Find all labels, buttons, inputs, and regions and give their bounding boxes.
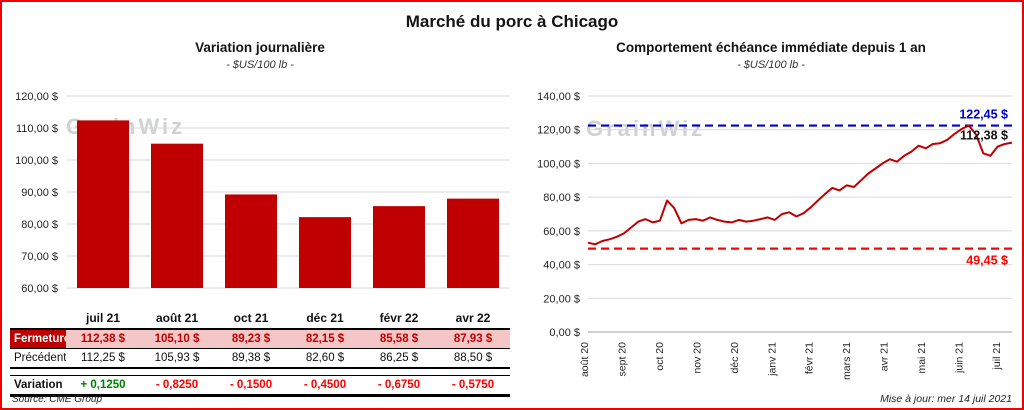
x-axis-tick: sept 20 (616, 342, 628, 377)
value-cell: 112,38 $ (66, 328, 140, 349)
y-axis-tick: 120,00 $ (15, 91, 58, 103)
y-axis-tick: 80,00 $ (21, 219, 58, 231)
bar (151, 143, 203, 288)
y-axis-tick: 80,00 $ (543, 192, 580, 204)
bar (225, 194, 277, 288)
column-header: août 21 (155, 311, 198, 325)
one-year-price-line-chart: 0,00 $ 20,00 $ 40,00 $ 60,00 $ 80,00 $ 100,00… (537, 91, 1013, 380)
value-cell: 112,25 $ (66, 348, 140, 369)
bar (373, 206, 425, 288)
x-axis-tick: juin 21 (954, 342, 966, 374)
price-line (587, 124, 1013, 246)
x-axis-tick: janv 21 (766, 342, 778, 377)
value-cell: - 0,6750 (362, 375, 436, 397)
column-header: déc 21 (306, 311, 344, 325)
y-axis-tick: 90,00 $ (21, 187, 58, 199)
column-header: juil 21 (85, 311, 120, 325)
value-cell: - 0,1500 (214, 375, 288, 397)
x-axis-tick: avr 21 (879, 342, 891, 371)
row-label: Variation (10, 375, 66, 397)
y-axis-tick: 100,00 $ (15, 155, 58, 167)
x-axis-tick: févr 21 (804, 342, 816, 374)
x-axis-tick: oct 20 (654, 342, 666, 371)
category-header-row: juil 21 août 21 oct 21 déc 21 févr 22 avr 22 (10, 308, 510, 329)
value-cell: - 0,8250 (140, 375, 214, 397)
x-axis-tick: mars 21 (841, 342, 853, 380)
y-axis-tick: 70,00 $ (21, 251, 58, 263)
value-cell: 105,93 $ (140, 348, 214, 369)
value-cell: 89,38 $ (214, 348, 288, 369)
column-header: févr 22 (379, 311, 419, 325)
daily-variation-bar-chart: 60,00 $ 70,00 $ 80,00 $ 90,00 $ 100,00 $ 110,… (15, 91, 510, 295)
table-row-precedent: Précédent 112,25 $105,93 $89,38 $82,60 $8… (10, 348, 510, 369)
y-axis-tick: 0,00 $ (549, 327, 580, 339)
value-cell: 105,10 $ (140, 328, 214, 349)
table-row-variation: Variation + 0,1250- 0,8250- 0,1500- 0,450… (10, 375, 510, 397)
bar-chart-subtitle: - $US/100 lb - (226, 59, 294, 71)
value-cell: 85,58 $ (362, 328, 436, 349)
value-cell: 82,60 $ (288, 348, 362, 369)
bar (299, 217, 351, 288)
bar-chart-title: Variation journalière (195, 40, 325, 55)
summary-table: juil 21 août 21 oct 21 déc 21 févr 22 avr 22 F… (10, 308, 510, 397)
y-axis-tick: 120,00 $ (537, 125, 580, 137)
x-axis-tick: déc 20 (729, 342, 741, 374)
x-axis-tick: mai 21 (916, 342, 928, 374)
y-axis-tick: 40,00 $ (543, 260, 580, 272)
spacer-row (10, 368, 510, 376)
row-label: Fermeture (10, 328, 66, 349)
value-cell: 82,15 $ (288, 328, 362, 349)
value-cell: 89,23 $ (214, 328, 288, 349)
bar (77, 120, 129, 288)
y-axis-tick: 110,00 $ (16, 123, 58, 135)
page-title: Marché du porc à Chicago (405, 12, 619, 31)
x-axis-tick: août 20 (579, 342, 591, 377)
x-axis-tick: juil 21 (991, 342, 1003, 371)
x-axis-tick: nov 20 (691, 342, 703, 374)
update-note: Mise à jour: mer 14 juil 2021 (880, 393, 1012, 405)
value-cell: 86,25 $ (362, 348, 436, 369)
y-axis-tick: 20,00 $ (543, 293, 580, 305)
value-cell: 88,50 $ (436, 348, 510, 369)
value-cell: - 0,4500 (288, 375, 362, 397)
corner-cell (10, 308, 66, 329)
value-cell: + 0,1250 (66, 375, 140, 397)
line-chart-subtitle: - $US/100 lb - (737, 59, 805, 71)
row-label: Précédent (10, 348, 66, 369)
value-cell: 87,93 $ (436, 328, 510, 349)
y-axis-tick: 140,00 $ (537, 91, 580, 103)
y-axis-tick: 60,00 $ (543, 226, 580, 238)
column-header: avr 22 (455, 311, 491, 325)
bar (447, 198, 499, 288)
value-cell: - 0,5750 (436, 375, 510, 397)
low-value-label: 49,45 $ (966, 254, 1008, 268)
y-axis-tick: 100,00 $ (537, 158, 580, 170)
high-value-label: 122,45 $ (959, 108, 1008, 122)
y-axis-tick: 60,00 $ (21, 283, 58, 295)
line-chart-title: Comportement échéance immédiate depuis 1… (616, 40, 926, 55)
last-value-label: 112,38 $ (960, 129, 1008, 143)
table-row-fermeture: Fermeture 112,38 $105,10 $89,23 $82,15 $8… (10, 328, 510, 349)
source-note: Source: CME Group (12, 394, 103, 405)
column-header: oct 21 (233, 311, 269, 325)
